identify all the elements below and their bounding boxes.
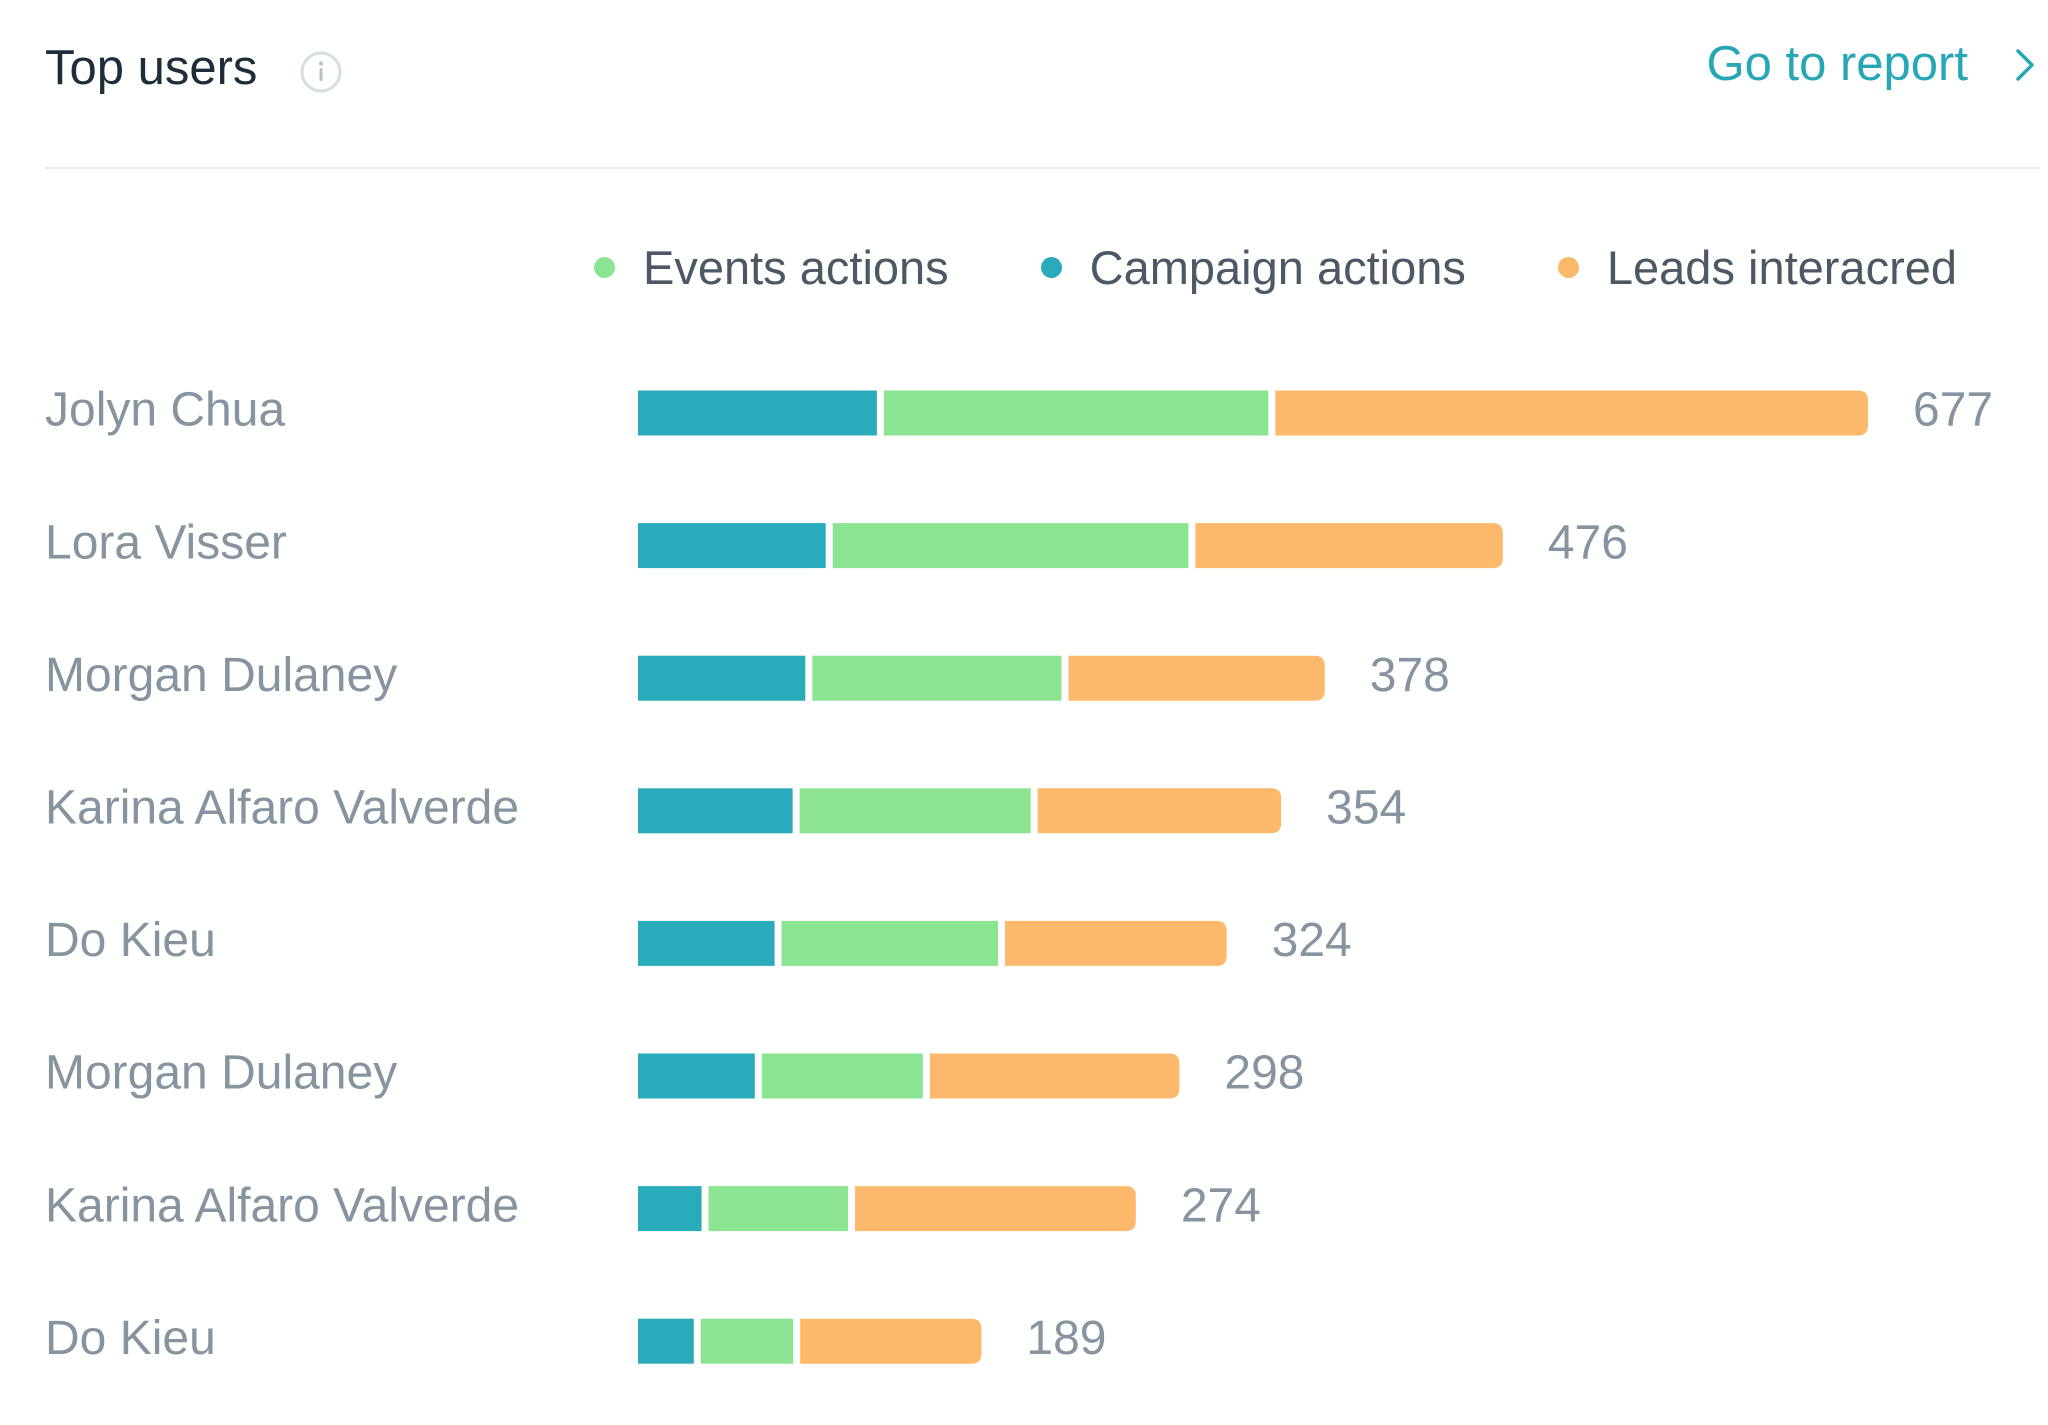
bar-segment-leads-interacred[interactable]: [929, 1053, 1180, 1099]
go-to-report-label: Go to report: [1706, 37, 1968, 91]
bar-segment-events-actions[interactable]: [700, 1318, 794, 1364]
header-divider: [45, 167, 2040, 169]
bar-segment-campaign-actions[interactable]: [638, 1053, 755, 1099]
bar-segment-events-actions[interactable]: [799, 788, 1031, 834]
user-name-label: Do Kieu: [45, 1312, 216, 1365]
bar-segment-events-actions[interactable]: [883, 390, 1269, 436]
bar-row[interactable]: Karina Alfaro Valverde 274: [45, 1179, 1261, 1232]
user-name-label: Lora Visser: [45, 516, 287, 569]
bar-segment-campaign-actions[interactable]: [638, 788, 793, 834]
user-name-label: Karina Alfaro Valverde: [45, 1179, 519, 1232]
legend-item-campaign-actions[interactable]: Campaign actions: [1040, 240, 1466, 294]
bar-row[interactable]: Lora Visser 476: [45, 516, 1628, 569]
info-icon[interactable]: [299, 50, 343, 94]
bar-segment-leads-interacred[interactable]: [1275, 390, 1868, 436]
bar-total-label: 324: [1272, 914, 1352, 967]
bar-segment-leads-interacred[interactable]: [1037, 788, 1282, 834]
bar-row[interactable]: Do Kieu 324: [45, 914, 1352, 967]
bar-row[interactable]: Karina Alfaro Valverde 354: [45, 781, 1406, 834]
chart-legend: Events actions Campaign actions Leads inte…: [594, 232, 2044, 302]
card-header: Top users Go to report: [45, 30, 2040, 150]
bar-total-label: 354: [1326, 781, 1406, 834]
bar-total-label: 677: [1913, 384, 1993, 437]
bar-total-label: 378: [1370, 649, 1450, 702]
user-name-label: Do Kieu: [45, 914, 216, 967]
bar-total-label: 274: [1181, 1179, 1261, 1232]
legend-dot-campaign-actions: [1040, 256, 1062, 278]
legend-dot-events-actions: [594, 256, 615, 278]
legend-item-leads-interacred[interactable]: Leads interacred: [1557, 240, 1958, 294]
bar-segment-leads-interacred[interactable]: [1195, 523, 1503, 569]
bar-segment-campaign-actions[interactable]: [638, 390, 877, 436]
bar-segment-leads-interacred[interactable]: [1068, 655, 1325, 701]
legend-label-leads-interacred: Leads interacred: [1606, 240, 1958, 294]
bar-row[interactable]: Do Kieu 189: [45, 1312, 1106, 1365]
bar-segment-campaign-actions[interactable]: [638, 920, 775, 966]
go-to-report-link[interactable]: Go to report: [1707, 40, 2040, 89]
legend-item-events-actions[interactable]: Events actions: [594, 244, 949, 291]
bar-row[interactable]: Jolyn Chua 677: [45, 384, 1993, 437]
bar-total-label: 189: [1026, 1312, 1106, 1365]
bar-segment-campaign-actions[interactable]: [638, 655, 806, 701]
bar-segment-events-actions[interactable]: [812, 655, 1062, 701]
bar-segment-events-actions[interactable]: [708, 1186, 849, 1232]
bar-row[interactable]: Morgan Dulaney 298: [45, 1047, 1305, 1100]
bar-segment-events-actions[interactable]: [761, 1053, 923, 1099]
legend-label-campaign-actions: Campaign actions: [1089, 240, 1466, 294]
bar-segment-leads-interacred[interactable]: [1004, 920, 1227, 966]
bar-segment-campaign-actions[interactable]: [638, 1186, 702, 1232]
bar-total-label: 298: [1224, 1047, 1304, 1100]
bar-segment-campaign-actions[interactable]: [638, 1318, 694, 1364]
bar-segment-events-actions[interactable]: [832, 523, 1189, 569]
user-name-label: Morgan Dulaney: [45, 1047, 397, 1100]
bar-segment-campaign-actions[interactable]: [638, 523, 826, 569]
bar-row[interactable]: Morgan Dulaney 378: [45, 649, 1450, 702]
user-name-label: Jolyn Chua: [45, 384, 285, 437]
chevron-right-icon: [2016, 48, 2034, 81]
legend-dot-leads-interacred: [1557, 256, 1579, 278]
legend-label-events-actions: Events actions: [643, 240, 949, 294]
user-name-label: Karina Alfaro Valverde: [45, 781, 519, 834]
card-title: Top users: [45, 41, 258, 95]
user-name-label: Morgan Dulaney: [45, 649, 397, 702]
bar-segment-leads-interacred[interactable]: [800, 1318, 982, 1364]
bar-segment-events-actions[interactable]: [781, 920, 998, 966]
bar-total-label: 476: [1548, 516, 1628, 569]
bar-segment-leads-interacred[interactable]: [855, 1186, 1136, 1232]
